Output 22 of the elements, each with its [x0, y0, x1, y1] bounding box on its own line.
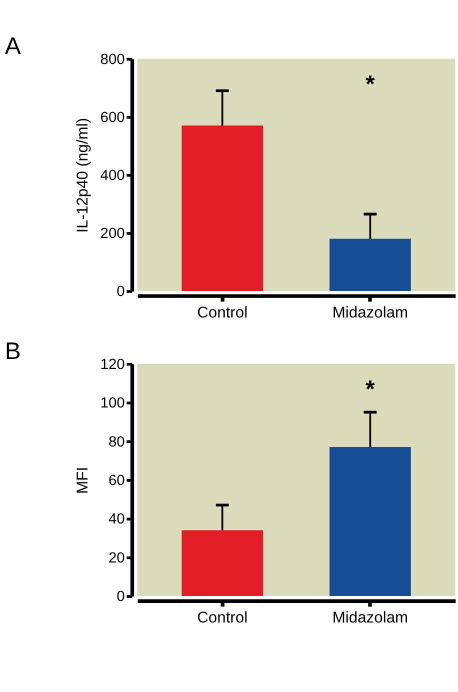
y-tick-label: 40: [108, 512, 125, 528]
y-axis-title: IL-12p40 (ng/ml): [74, 118, 92, 233]
annotation: *: [366, 70, 376, 98]
x-tick-label: Midazolam: [332, 609, 408, 626]
y-tick-label: 100: [100, 396, 125, 412]
y-tick-label: 0: [116, 284, 125, 300]
annotation: *: [366, 376, 376, 403]
x-tick-label: Control: [197, 304, 248, 322]
chart-title: A: [4, 33, 21, 60]
y-tick-label: 200: [100, 226, 125, 242]
chart-title: B: [4, 338, 21, 366]
y-tick-label: 60: [108, 473, 125, 490]
y-tick-label: 600: [100, 110, 125, 126]
y-tick-label: 400: [100, 168, 125, 184]
x-tick-label: Midazolam: [332, 304, 408, 322]
y-tick-label: 120: [100, 356, 125, 373]
y-tick-label: 0: [116, 589, 125, 606]
x-tick-label: Control: [197, 609, 248, 626]
y-axis-title: MFI: [74, 466, 92, 494]
y-tick-label: 20: [108, 550, 125, 566]
y-tick-label: 800: [100, 52, 125, 68]
y-tick-label: 80: [108, 434, 125, 450]
